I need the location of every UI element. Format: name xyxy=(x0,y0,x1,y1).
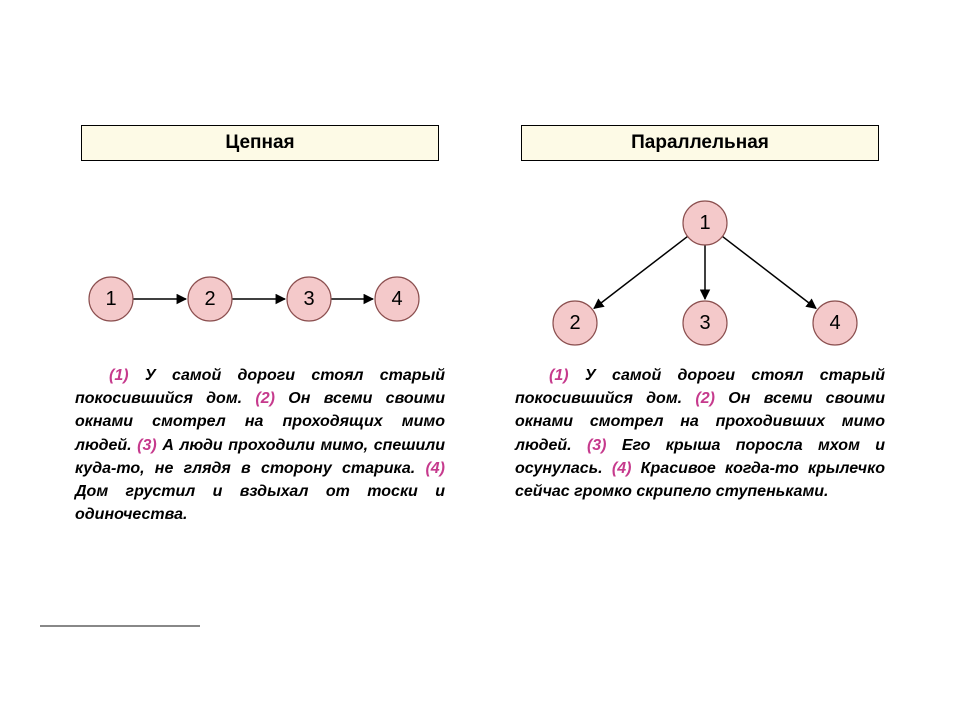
diagram-node-label: 4 xyxy=(391,288,402,310)
sentence-number: (1) xyxy=(109,367,129,384)
diagram-node-label: 2 xyxy=(204,288,215,310)
footer-divider xyxy=(40,625,200,627)
chain-diagram: 1 2 3 4 xyxy=(75,179,445,364)
sentence-number: (4) xyxy=(612,460,632,477)
sentence-number: (2) xyxy=(255,390,275,407)
right-title-box: Параллельная xyxy=(521,125,879,161)
left-title-box: Цепная xyxy=(81,125,439,161)
sentence-text: Дом грустил и вздыхал от тоски и одиноче… xyxy=(75,483,445,523)
diagram-node: 2 xyxy=(553,301,597,345)
diagram-edge xyxy=(722,236,816,308)
sentence-number: (1) xyxy=(549,367,569,384)
diagram-node-label: 2 xyxy=(569,312,580,334)
sentence-number: (4) xyxy=(425,460,445,477)
parallel-diagram: 1 2 3 4 xyxy=(515,179,885,364)
slide: Цепная 1 2 3 4 (1) У самой дороги стоял ста… xyxy=(0,0,960,720)
diagram-svg: 1 2 3 4 xyxy=(515,179,885,364)
diagram-node: 3 xyxy=(287,277,331,321)
right-column: Параллельная 1 2 3 4 (1) У самой дороги сто… xyxy=(515,125,885,526)
left-paragraph: (1) У самой дороги стоял старый покосивш… xyxy=(75,364,445,526)
left-column: Цепная 1 2 3 4 (1) У самой дороги стоял ста… xyxy=(75,125,445,526)
sentence-number: (2) xyxy=(695,390,715,407)
diagram-node: 4 xyxy=(813,301,857,345)
diagram-node: 1 xyxy=(89,277,133,321)
diagram-node-label: 1 xyxy=(699,212,710,234)
diagram-node-label: 4 xyxy=(829,312,840,334)
diagram-node: 3 xyxy=(683,301,727,345)
columns-container: Цепная 1 2 3 4 (1) У самой дороги стоял ста… xyxy=(75,125,885,526)
diagram-node-label: 3 xyxy=(699,312,710,334)
diagram-svg: 1 2 3 4 xyxy=(75,179,445,364)
right-paragraph: (1) У самой дороги стоял старый покосивш… xyxy=(515,364,885,503)
diagram-node: 4 xyxy=(375,277,419,321)
sentence-number: (3) xyxy=(587,437,607,454)
diagram-node: 2 xyxy=(188,277,232,321)
diagram-node-label: 3 xyxy=(303,288,314,310)
diagram-edge xyxy=(594,236,688,308)
diagram-node-label: 1 xyxy=(105,288,116,310)
sentence-number: (3) xyxy=(137,437,157,454)
diagram-node: 1 xyxy=(683,201,727,245)
